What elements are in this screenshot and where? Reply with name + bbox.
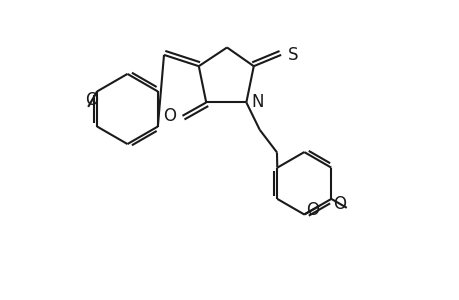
- Text: N: N: [251, 93, 263, 111]
- Text: O: O: [84, 91, 98, 109]
- Text: O: O: [162, 107, 175, 125]
- Text: O: O: [306, 201, 319, 219]
- Text: O: O: [333, 195, 346, 213]
- Text: S: S: [287, 46, 297, 64]
